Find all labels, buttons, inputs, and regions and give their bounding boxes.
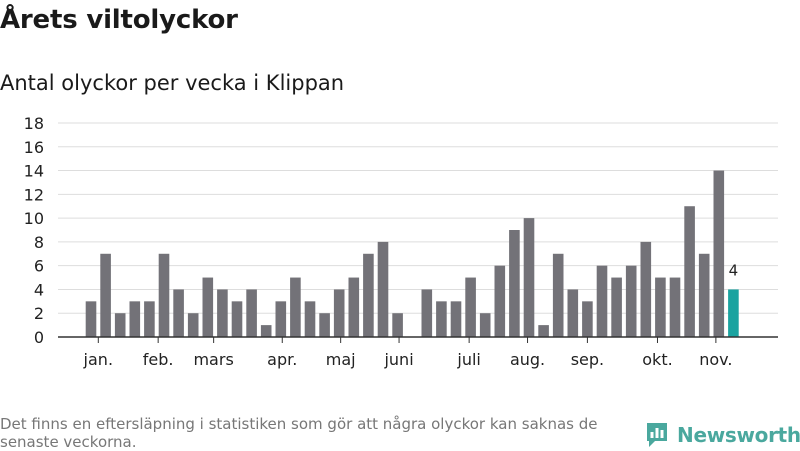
bar (450, 301, 462, 337)
bar (436, 301, 447, 337)
bar (421, 289, 433, 337)
bar (669, 277, 681, 337)
newsworthy-logo-icon (647, 423, 667, 447)
bar (304, 301, 316, 337)
bar (684, 206, 695, 337)
x-tick-label: apr. (267, 350, 297, 369)
bar (217, 289, 228, 337)
bar (392, 313, 403, 337)
y-tick-label: 16 (24, 138, 44, 157)
y-tick-label: 6 (34, 257, 44, 276)
x-axis-ticks: jan. feb. mars apr. maj juni juli aug. sep. okt. n… (83, 337, 733, 369)
bar (494, 265, 506, 337)
bar (377, 241, 389, 337)
y-tick-label: 0 (34, 328, 44, 347)
y-tick-label: 10 (24, 209, 44, 228)
bar (552, 253, 564, 337)
bar (582, 301, 593, 337)
bar (640, 241, 652, 337)
y-tick-label: 18 (24, 114, 44, 133)
bar (231, 301, 243, 337)
x-tick-label: feb. (143, 350, 174, 369)
y-tick-label: 2 (34, 304, 44, 323)
bar (260, 325, 272, 337)
bar (100, 253, 111, 337)
bar (202, 277, 214, 337)
x-tick-label: maj (326, 350, 356, 369)
y-tick-label: 12 (24, 185, 44, 204)
bar (173, 289, 184, 337)
bar (509, 230, 520, 337)
bar (479, 313, 491, 337)
bar (523, 218, 535, 337)
bar (625, 265, 637, 337)
y-tick-label: 8 (34, 233, 44, 252)
bars (85, 170, 739, 337)
x-tick-label: sep. (571, 350, 604, 369)
x-tick-label: juni (383, 350, 413, 369)
bar (363, 253, 374, 337)
bar (290, 277, 301, 337)
bar (611, 277, 622, 337)
bar (246, 289, 257, 337)
bar (114, 313, 126, 337)
bar (85, 301, 97, 337)
chart-subtitle: Antal olyckor per vecka i Klippan (0, 71, 345, 95)
bar (655, 277, 666, 337)
bar (333, 289, 345, 337)
bar (319, 313, 330, 337)
bar (275, 301, 287, 337)
data-labels: 4 (729, 261, 739, 279)
bar (698, 253, 710, 337)
bar (144, 301, 155, 337)
footnote: Det finns en eftersläpning i statistiken… (0, 415, 598, 451)
bar (348, 277, 360, 337)
bar-data-label: 4 (729, 261, 739, 279)
bar (187, 313, 199, 337)
x-tick-label: juli (456, 350, 480, 369)
bar (129, 301, 141, 337)
x-tick-label: nov. (699, 350, 732, 369)
bar (158, 253, 170, 337)
x-tick-label: jan. (83, 350, 113, 369)
y-tick-label: 14 (24, 162, 44, 181)
bar (567, 289, 579, 337)
brand-name: Newsworthy (677, 423, 800, 447)
bar (713, 170, 725, 337)
grid-lines (58, 122, 778, 314)
y-axis-ticks: 0 2 4 6 8 10 12 14 16 18 (24, 114, 44, 347)
bar-chart: 0 2 4 6 8 10 12 14 16 18 4 jan. feb. mars apr. maj jun… (24, 114, 778, 369)
bar (465, 277, 476, 337)
x-tick-label: okt. (642, 350, 672, 369)
x-tick-label: aug. (510, 350, 545, 369)
chart-title: Årets viltolyckor (0, 5, 238, 35)
bar (596, 265, 608, 337)
y-tick-label: 4 (34, 280, 44, 299)
bar (538, 325, 549, 337)
bar-highlight (728, 289, 739, 337)
x-tick-label: mars (193, 350, 233, 369)
brand-logo[interactable]: Newsworthy (645, 420, 800, 450)
